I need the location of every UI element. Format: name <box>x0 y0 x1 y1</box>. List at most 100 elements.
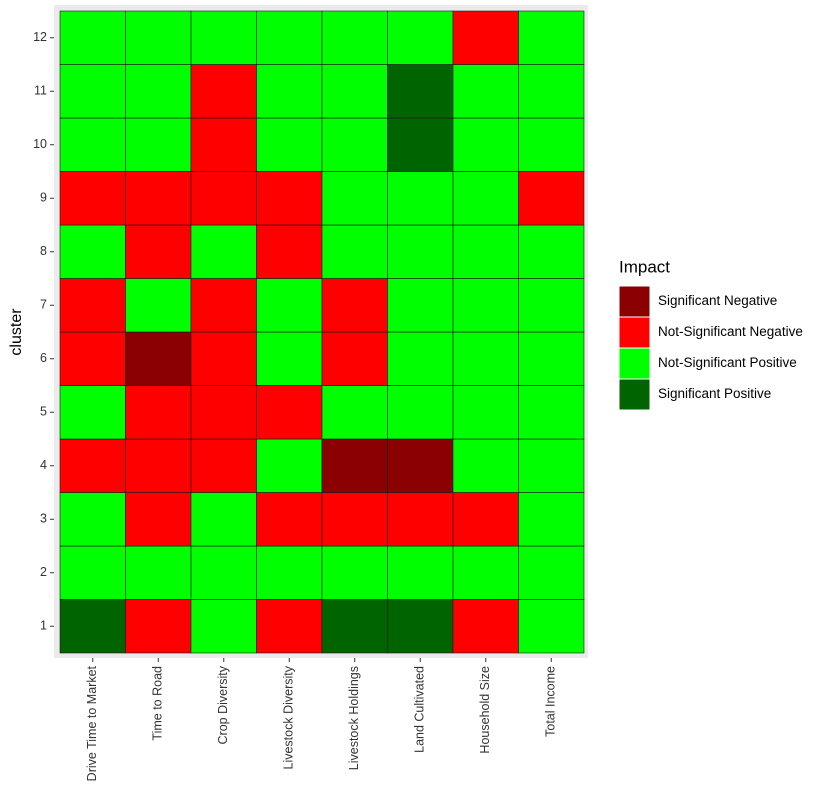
heatmap-cell <box>125 224 192 279</box>
heatmap-cell <box>518 385 585 440</box>
heatmap-cell <box>125 492 192 547</box>
heatmap-cell <box>518 278 585 333</box>
y-tick-label: 12 <box>33 30 47 44</box>
heatmap-cell <box>190 224 257 279</box>
y-tick-label: 7 <box>40 298 47 312</box>
heatmap-cell <box>256 331 323 386</box>
heatmap-cell <box>190 171 257 226</box>
heatmap-cell <box>125 64 192 119</box>
heatmap-cell <box>321 64 388 119</box>
heatmap-cell <box>321 492 388 547</box>
heatmap-cell <box>190 10 257 65</box>
heatmap-cell <box>190 599 257 654</box>
heatmap-cell <box>452 492 519 547</box>
heatmap-cell <box>256 117 323 172</box>
y-tick-label: 10 <box>33 137 47 151</box>
heatmap-cell <box>256 438 323 493</box>
heatmap-cell <box>321 599 388 654</box>
legend-key <box>618 285 651 318</box>
heatmap-cell <box>518 171 585 226</box>
heatmap-cell <box>256 545 323 600</box>
heatmap-cell <box>518 545 585 600</box>
x-tick-label: Household Size <box>478 666 492 754</box>
heatmap-cell <box>256 278 323 333</box>
heatmap-cell <box>518 224 585 279</box>
heatmap-cell <box>387 545 454 600</box>
heatmap-cell <box>387 599 454 654</box>
heatmap-cell <box>387 492 454 547</box>
heatmap-cell <box>59 117 126 172</box>
heatmap-cell <box>125 599 192 654</box>
heatmap-cell <box>256 64 323 119</box>
heatmap-cell <box>518 64 585 119</box>
heatmap-cell <box>190 545 257 600</box>
heatmap-cell <box>321 117 388 172</box>
y-tick-label: 8 <box>40 244 47 258</box>
heatmap-cell <box>452 10 519 65</box>
heatmap-cell <box>190 438 257 493</box>
y-tick-label: 5 <box>40 405 47 419</box>
legend: Impact Significant Negative Not-Significa… <box>618 257 803 411</box>
heatmap-cell <box>387 224 454 279</box>
heatmap-cell <box>518 492 585 547</box>
y-tick-label: 1 <box>40 619 47 633</box>
heatmap-cell <box>256 599 323 654</box>
heatmap-cell <box>59 331 126 386</box>
heatmap-cell <box>125 171 192 226</box>
heatmap-cell <box>387 64 454 119</box>
heatmap-cell <box>452 224 519 279</box>
x-axis-ticks: Drive Time to Market Time to Road Crop Div… <box>85 658 558 781</box>
heatmap-cell <box>321 278 388 333</box>
heatmap-cell <box>452 438 519 493</box>
heatmap-cell <box>256 224 323 279</box>
heatmap-cell <box>321 385 388 440</box>
y-tick-label: 4 <box>40 458 47 472</box>
legend-key <box>618 378 651 411</box>
heatmap-cell <box>190 278 257 333</box>
legend-key <box>618 347 651 380</box>
heatmap-cell <box>321 438 388 493</box>
x-tick-label: Livestock Diversity <box>282 665 296 769</box>
y-tick-label: 6 <box>40 351 47 365</box>
heatmap-cell <box>321 10 388 65</box>
heatmap-cell <box>125 117 192 172</box>
heatmap-cell <box>59 385 126 440</box>
y-tick-label: 11 <box>34 84 47 98</box>
x-tick-label: Drive Time to Market <box>85 665 99 781</box>
heatmap-cell <box>59 64 126 119</box>
y-tick-label: 9 <box>40 191 47 205</box>
heatmap-cell <box>125 385 192 440</box>
y-tick-label: 2 <box>40 565 47 579</box>
heatmap-cell <box>125 10 192 65</box>
heatmap-cell <box>190 117 257 172</box>
heatmap-cell <box>452 117 519 172</box>
heatmap-cell <box>321 331 388 386</box>
heatmap-cell <box>452 599 519 654</box>
heatmap-cell <box>387 278 454 333</box>
heatmap-cell <box>452 64 519 119</box>
heatmap-cell <box>125 278 192 333</box>
heatmap-cell <box>190 64 257 119</box>
x-tick-label: Crop Diversity <box>216 665 230 744</box>
heatmap-cell <box>387 331 454 386</box>
legend-label: Significant Negative <box>658 293 777 308</box>
heatmap-cell <box>125 331 192 386</box>
heatmap-cell <box>59 599 126 654</box>
heatmap-cell <box>190 492 257 547</box>
heatmap-cell <box>59 10 126 65</box>
heatmap-cell <box>59 171 126 226</box>
heatmap-cell <box>256 492 323 547</box>
heatmap-cell <box>59 492 126 547</box>
heatmap-cell <box>518 599 585 654</box>
heatmap-cell <box>452 278 519 333</box>
heatmap-cell <box>452 545 519 600</box>
x-tick-label: Livestock Holdings <box>347 666 361 770</box>
heatmap-cell <box>59 438 126 493</box>
x-tick-label: Land Cultivated <box>413 666 427 753</box>
heatmap-cell <box>190 331 257 386</box>
heatmap-cell <box>321 171 388 226</box>
x-tick-label: Total Income <box>544 666 558 737</box>
heatmap-cell <box>59 278 126 333</box>
